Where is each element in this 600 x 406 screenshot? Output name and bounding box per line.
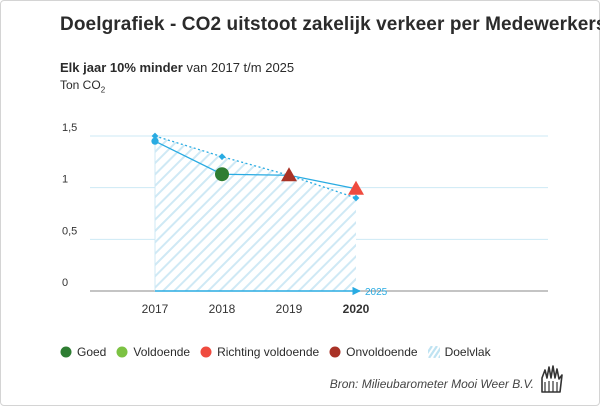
legend-label: Onvoldoende <box>346 345 418 359</box>
chart-title: Doelgrafiek - CO2 uitstoot zakelijk verk… <box>60 14 600 35</box>
x-tick-label: 2019 <box>276 302 303 316</box>
legend: Goed Voldoende Richting voldoende Onvoldoen… <box>60 345 501 359</box>
unit-label: Ton CO2 <box>60 78 105 94</box>
legend-item: Goed <box>60 345 106 359</box>
actual-line <box>154 140 357 190</box>
y-tick-label: 0 <box>62 277 68 289</box>
legend-circle-swatch <box>200 346 212 358</box>
legend-label: Voldoende <box>133 345 191 359</box>
actual-point-circle <box>215 167 229 182</box>
y-tick-label: 1 <box>62 174 68 186</box>
actual-point-triangle <box>281 167 297 182</box>
legend-item: Doelvlak <box>427 345 491 359</box>
target-point <box>151 132 159 140</box>
unit-main: Ton CO <box>60 78 101 92</box>
lines-layer <box>154 135 361 296</box>
x-tick-label: 2018 <box>209 302 236 316</box>
target-end-label: 2025 <box>365 287 388 298</box>
legend-hatch-swatch <box>427 346 440 358</box>
hand-logo-icon <box>541 365 563 393</box>
target-line <box>154 135 357 199</box>
x-tick-label: 2017 <box>142 302 169 316</box>
y-tick-label: 0,5 <box>62 225 77 237</box>
legend-circle-swatch <box>60 346 72 358</box>
legend-item: Onvoldoende <box>329 345 418 359</box>
legend-circle-swatch <box>329 346 341 358</box>
legend-circle-swatch <box>116 346 128 358</box>
subtitle-rest: van 2017 t/m 2025 <box>182 60 295 75</box>
target-point <box>218 153 226 161</box>
chart-subtitle: Elk jaar 10% minder van 2017 t/m 2025 <box>60 60 294 75</box>
marks-layer <box>151 132 364 202</box>
target-area-layer <box>154 136 356 291</box>
y-tick-label: 1,5 <box>62 122 77 134</box>
legend-item: Voldoende <box>116 345 190 359</box>
source-label: Bron: Milieubarometer Mooi Weer B.V. <box>329 377 534 391</box>
x-tick-label: 2020 <box>343 302 370 316</box>
subtitle-bold: Elk jaar 10% minder <box>60 60 183 75</box>
legend-label: Richting voldoende <box>217 345 320 359</box>
labels-layer: 0 0,5 1 1,5 2025 2017 2018 2019 2020 <box>62 122 388 316</box>
unit-sub: 2 <box>100 85 106 95</box>
target-point <box>352 194 360 202</box>
legend-item: Richting voldoende <box>200 345 319 359</box>
target-area <box>155 136 356 291</box>
actual-point <box>151 137 159 145</box>
legend-label: Doelvlak <box>444 345 491 359</box>
legend-label: Goed <box>77 345 107 359</box>
actual-point-triangle <box>348 180 364 195</box>
